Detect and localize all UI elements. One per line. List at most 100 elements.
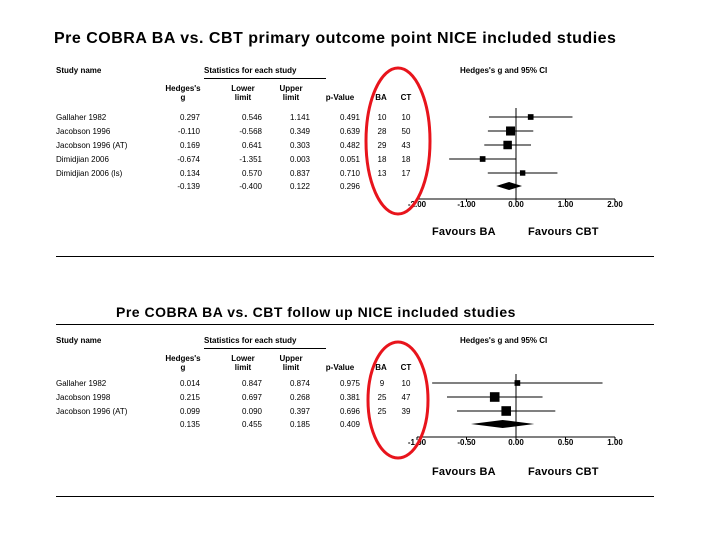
p-value: 0.491 (339, 113, 360, 122)
ct-n: 43 (401, 141, 411, 150)
chart2-favours-ba: Favours BA (432, 466, 496, 478)
upper-limit: 0.837 (289, 169, 310, 178)
chart1-header-ci: Hedges's g and 95% CI (460, 66, 548, 75)
chart2-col-lower: Lower limit (231, 354, 255, 372)
forest-plot-1: -2.00 -1.00 0.00 1.00 2.00 (408, 108, 623, 209)
chart2-col-upper: Upper limit (279, 354, 303, 372)
ba-n: 25 (377, 393, 387, 402)
p-value: 0.639 (339, 127, 360, 136)
chart2-favours-cbt: Favours CBT (528, 466, 599, 478)
x-tick-label: -0.50 (457, 438, 476, 447)
p-value: 0.409 (339, 420, 360, 429)
chart2-col-ba: BA (375, 363, 387, 372)
ba-n: 29 (377, 141, 387, 150)
study-name: Jacobson 1996 (AT) (56, 141, 128, 150)
upper-limit: 0.185 (289, 420, 310, 429)
ct-n: 18 (401, 155, 411, 164)
effect-square (479, 156, 486, 162)
chart1-col-g: Hedges's g (165, 84, 201, 102)
lower-limit: 0.697 (241, 393, 262, 402)
hedges-g: -0.139 (177, 182, 200, 191)
p-value: 0.051 (339, 155, 360, 164)
chart1-col-p: p-Value (325, 93, 355, 102)
p-value: 0.381 (339, 393, 360, 402)
study-name: Dimidjian 2006 (56, 155, 109, 164)
hedges-g: -0.110 (177, 127, 200, 136)
lower-limit: 0.546 (241, 113, 262, 122)
effect-square (501, 406, 511, 416)
summary-diamond (470, 420, 535, 428)
ct-n: 50 (401, 127, 411, 136)
ct-n: 39 (401, 407, 411, 416)
lower-limit: -1.351 (239, 155, 262, 164)
effect-square (519, 170, 526, 176)
upper-limit: 0.268 (289, 393, 310, 402)
lower-limit: -0.400 (239, 182, 262, 191)
lower-limit: 0.570 (241, 169, 262, 178)
ba-n: 13 (377, 169, 387, 178)
upper-limit: 0.874 (289, 379, 310, 388)
chart1-favours-ba: Favours BA (432, 226, 496, 238)
hedges-g: 0.134 (179, 169, 200, 178)
x-tick-label: 1.00 (607, 438, 623, 447)
upper-limit: 0.397 (289, 407, 310, 416)
study-name: Gallaher 1982 (56, 113, 107, 122)
study-name: Jacobson 1996 (AT) (56, 407, 128, 416)
study-name: Gallaher 1982 (56, 379, 107, 388)
x-tick-label: -1.00 (457, 200, 476, 209)
chart2-col-g: Hedges's g (165, 354, 201, 372)
chart1-col-ct: CT (400, 93, 412, 102)
chart1-header-stats: Statistics for each study (204, 66, 297, 75)
effect-square (506, 126, 516, 136)
ba-n: 10 (377, 113, 387, 122)
p-value: 0.696 (339, 407, 360, 416)
hedges-g: 0.099 (179, 407, 200, 416)
x-tick-label: -2.00 (408, 200, 427, 209)
chart1-header-study: Study name (56, 66, 102, 75)
upper-limit: 1.141 (289, 113, 310, 122)
upper-limit: 0.122 (289, 182, 310, 191)
p-value: 0.482 (339, 141, 360, 150)
hedges-g: 0.014 (179, 379, 200, 388)
lower-limit: 0.090 (241, 407, 262, 416)
chart2-col-ct: CT (400, 363, 412, 372)
upper-limit: 0.349 (289, 127, 310, 136)
x-tick-label: 0.00 (508, 200, 524, 209)
lower-limit: 0.847 (241, 379, 262, 388)
chart1-bottom-rule (56, 256, 654, 257)
chart1-favours-cbt: Favours CBT (528, 226, 599, 238)
chart2-header-stats: Statistics for each study (204, 336, 297, 345)
ct-n: 10 (401, 379, 411, 388)
chart1-stats-underline (204, 78, 326, 79)
highlight-ellipse-1 (364, 66, 432, 216)
p-value: 0.710 (339, 169, 360, 178)
chart2-top-rule (56, 324, 654, 325)
chart1-title: Pre COBRA BA vs. CBT primary outcome poi… (54, 30, 617, 47)
ct-n: 17 (401, 169, 411, 178)
x-tick-label: 1.00 (558, 200, 574, 209)
ba-n: 18 (377, 155, 387, 164)
x-tick-label: 0.00 (508, 438, 524, 447)
p-value: 0.975 (339, 379, 360, 388)
hedges-g: 0.169 (179, 141, 200, 150)
highlight-ellipse-2 (366, 340, 430, 460)
chart2-stats-underline (204, 348, 326, 349)
chart2-header-study: Study name (56, 336, 102, 345)
x-tick-label: 0.50 (558, 438, 574, 447)
ct-n: 10 (401, 113, 411, 122)
lower-limit: 0.455 (241, 420, 262, 429)
ct-n: 47 (401, 393, 411, 402)
ba-n: 9 (379, 379, 385, 388)
ba-n: 28 (377, 127, 387, 136)
upper-limit: 0.003 (289, 155, 310, 164)
lower-limit: 0.641 (241, 141, 262, 150)
p-value: 0.296 (339, 182, 360, 191)
chart2-header-ci: Hedges's g and 95% CI (460, 336, 548, 345)
chart2-bottom-rule (56, 496, 654, 497)
chart1-col-upper: Upper limit (279, 84, 303, 102)
ba-n: 25 (377, 407, 387, 416)
hedges-g: 0.135 (179, 420, 200, 429)
effect-square (503, 140, 512, 150)
summary-diamond (496, 182, 523, 190)
